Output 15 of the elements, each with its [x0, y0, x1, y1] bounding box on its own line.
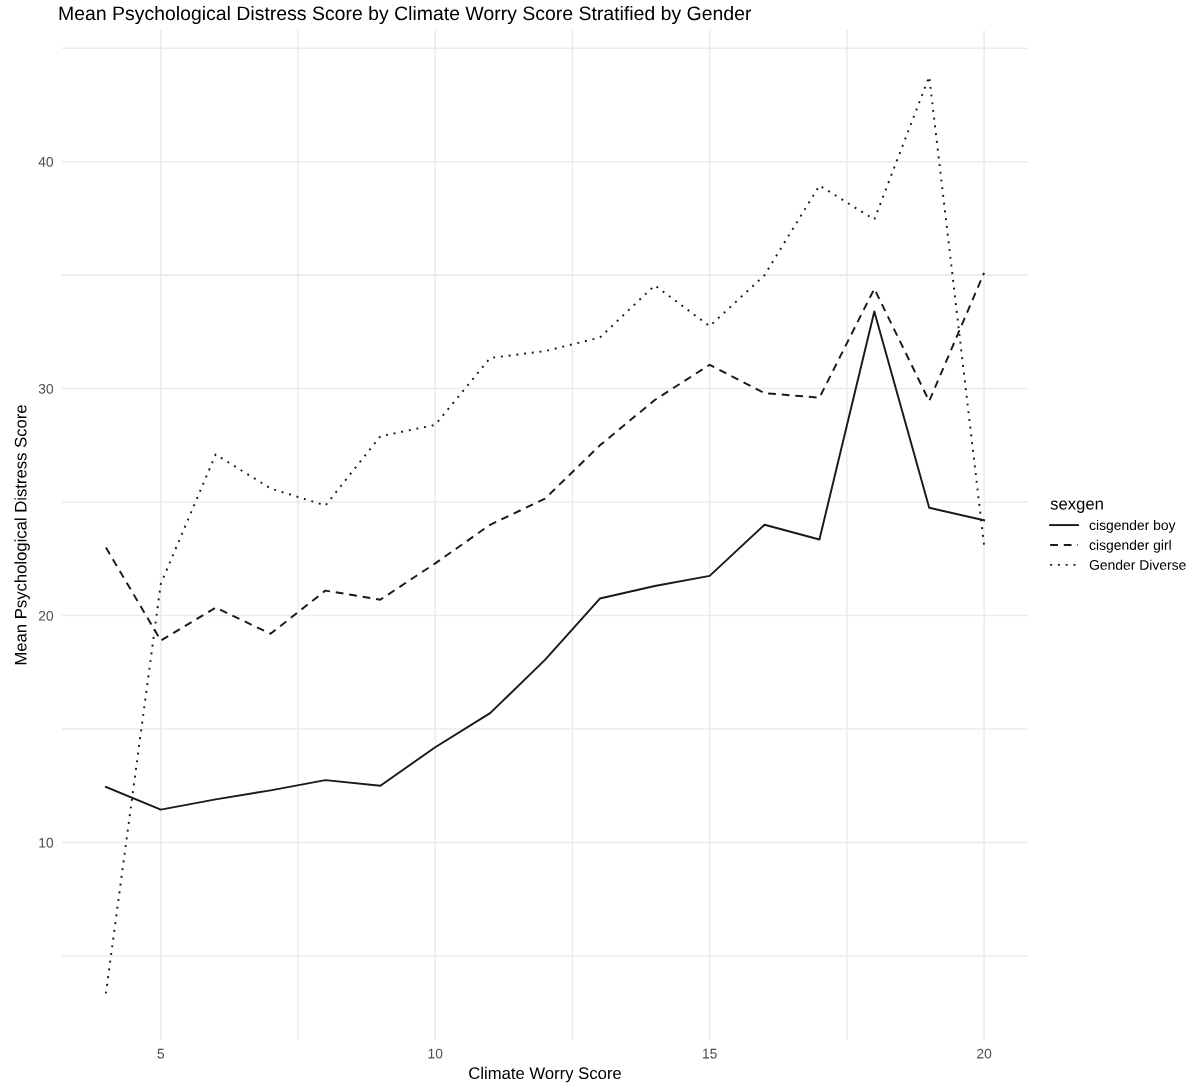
y-tick-label: 30: [38, 383, 54, 394]
legend-title: sexgen: [1050, 500, 1103, 513]
y-axis-title: Mean Psychological Distress Score: [14, 405, 30, 665]
y-tick-label: 10: [39, 837, 54, 848]
x-tick-label: 10: [428, 1048, 443, 1059]
chart-title: Mean Psychological Distress Score by Climate Worry Score Stratified by Gender: [59, 5, 752, 25]
legend-label: cisgender girl: [1089, 539, 1171, 553]
legend-label: Gender Diverse: [1089, 559, 1186, 570]
y-tick-label: 20: [38, 610, 54, 621]
x-axis-title: Climate Worry Score: [469, 1066, 621, 1083]
x-tick-label: 5: [157, 1048, 165, 1059]
x-tick-label: 20: [977, 1048, 992, 1059]
x-tick-label: 15: [702, 1048, 717, 1059]
legend-label: cisgender boy: [1089, 519, 1176, 533]
y-tick-label: 40: [38, 156, 54, 167]
